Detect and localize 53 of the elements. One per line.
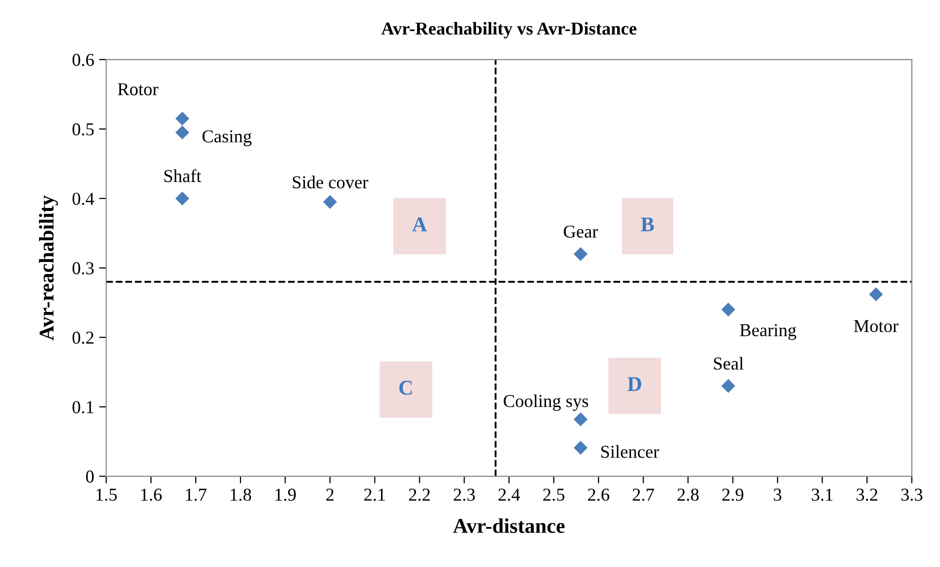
point — [574, 247, 588, 261]
y-axis-title: Avr-reachability — [39, 195, 58, 340]
x-tick-label: 1.8 — [230, 488, 252, 501]
data-label: Rotor — [118, 83, 158, 96]
x-axis-title: Avr-distance — [453, 518, 565, 534]
point — [869, 287, 883, 302]
x-tick-label: 2.7 — [632, 488, 654, 501]
x-tick-label: 2.5 — [543, 488, 564, 501]
data-label: Seal — [714, 356, 744, 370]
y-tick-label: 0.6 — [72, 54, 94, 66]
x-tick-label: 2.2 — [409, 488, 430, 501]
x-tick-label: 3.2 — [856, 488, 878, 501]
data-label: Casing — [202, 130, 252, 146]
y-tick-label: 0.3 — [72, 262, 94, 274]
y-tick-label: 0.4 — [72, 192, 94, 205]
x-tick-label: 3.3 — [901, 488, 922, 501]
annotation: B — [640, 218, 654, 232]
y-tick-label: 0.5 — [72, 123, 94, 136]
chart-title: Avr-Reachability vs Avr-Distance — [381, 22, 636, 38]
data-label: Silencer — [601, 445, 660, 458]
data-label: Side cover — [292, 176, 368, 188]
x-tick-label: 3 — [774, 488, 782, 501]
x-tick-label: 1.7 — [186, 488, 206, 501]
x-tick-label: 2.4 — [498, 488, 520, 501]
y-tick-label: 0.2 — [72, 332, 94, 344]
data-label: Motor — [854, 320, 898, 332]
x-tick-label: 3.1 — [812, 488, 832, 501]
point — [323, 194, 337, 209]
point — [175, 192, 190, 206]
x-tick-label: 2.1 — [364, 488, 385, 501]
data-label: Cooling sys — [504, 394, 588, 411]
data-label: Gear — [564, 226, 598, 238]
point — [721, 302, 736, 317]
annotation: C — [399, 380, 412, 395]
y-tick-label: 0 — [86, 470, 94, 483]
point — [175, 126, 190, 140]
data-label: Shaft — [164, 169, 202, 182]
x-tick-label: 2 — [326, 488, 334, 501]
point — [574, 412, 588, 426]
x-tick-label: 1.6 — [141, 488, 162, 501]
x-tick-label: 2.9 — [722, 488, 744, 501]
x-tick-label: 1.5 — [96, 488, 117, 501]
x-tick-label: 1.9 — [276, 488, 296, 501]
point — [175, 112, 190, 126]
x-tick-label: 2.8 — [678, 488, 699, 501]
point — [721, 379, 736, 393]
x-tick-label: 2.3 — [454, 488, 475, 501]
annotation: A — [412, 217, 427, 232]
y-tick-label: 0.1 — [72, 401, 94, 414]
annotation: D — [628, 377, 642, 391]
data-label: Bearing — [740, 324, 796, 340]
x-tick-label: 2.6 — [588, 488, 610, 501]
point — [574, 440, 588, 455]
